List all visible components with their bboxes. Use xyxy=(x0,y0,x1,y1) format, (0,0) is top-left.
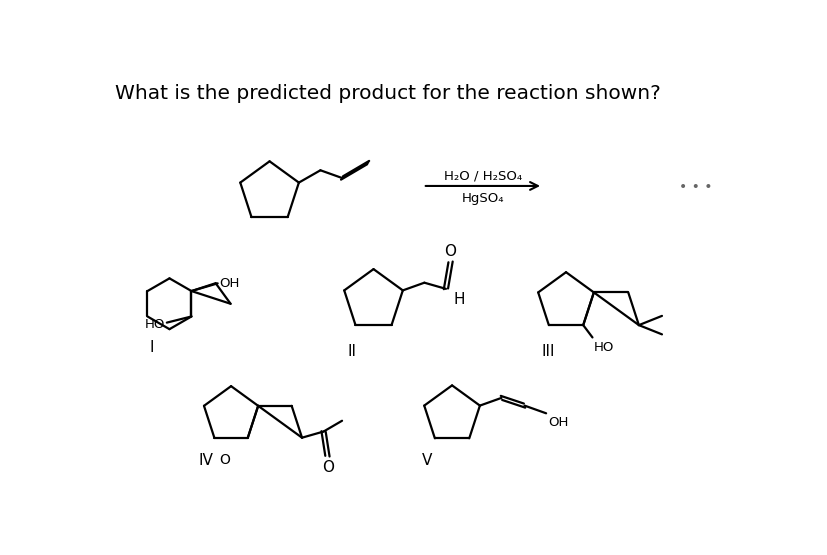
Text: O: O xyxy=(219,453,230,467)
Text: OH: OH xyxy=(547,416,568,430)
Text: II: II xyxy=(347,344,356,359)
Text: HgSO₄: HgSO₄ xyxy=(461,192,504,205)
Text: • • •: • • • xyxy=(678,180,711,194)
Text: OH: OH xyxy=(219,277,239,290)
Text: O: O xyxy=(322,460,334,475)
Text: HO: HO xyxy=(593,341,614,354)
Text: H: H xyxy=(453,292,465,307)
Text: H₂O / H₂SO₄: H₂O / H₂SO₄ xyxy=(443,170,521,183)
Text: O: O xyxy=(444,244,456,259)
Text: III: III xyxy=(541,344,554,359)
Text: V: V xyxy=(422,453,432,468)
Text: HO: HO xyxy=(145,317,165,331)
Text: I: I xyxy=(150,340,154,355)
Text: IV: IV xyxy=(198,453,213,468)
Text: What is the predicted product for the reaction shown?: What is the predicted product for the re… xyxy=(115,84,660,103)
